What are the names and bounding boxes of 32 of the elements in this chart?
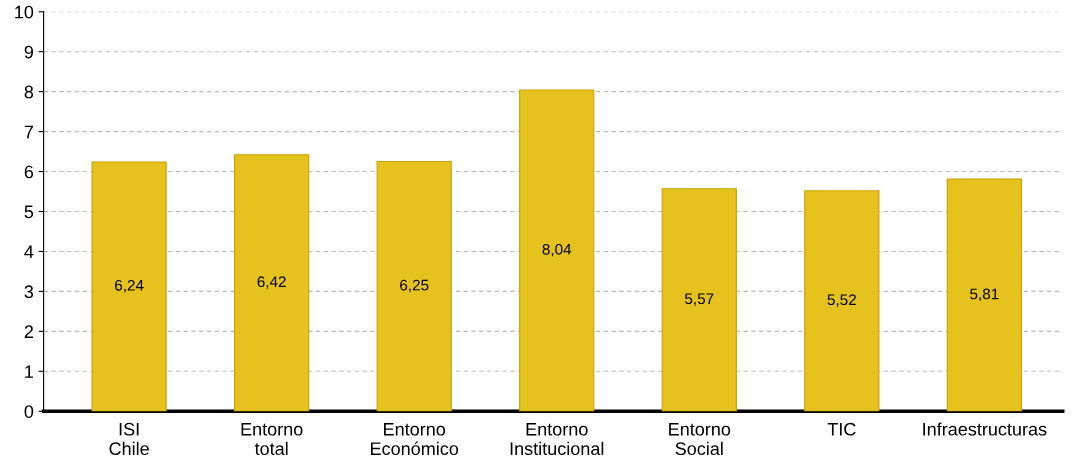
bar [91,161,167,412]
data-label: 6,42 [257,276,286,289]
data-label: 6,24 [115,279,144,293]
bar [376,161,452,412]
x-tick-label: Entorno total [241,423,303,456]
y-tick-label: 6 [24,165,34,179]
y-tick-label: 5 [24,205,34,219]
bar [519,89,595,412]
x-tick-label: TIC [827,422,856,436]
data-label: 6,25 [400,279,429,293]
y-tick-label: 0 [24,405,34,418]
y-tick-label: 8 [24,85,34,99]
bar [946,178,1022,412]
data-label: 5,52 [827,294,856,307]
y-tick-label: 3 [24,285,34,299]
y-tick-label: 9 [24,45,34,59]
x-tick-label: ISI Chile [109,422,149,456]
y-tick-label: 10 [15,5,34,19]
data-label: 5,81 [970,288,999,302]
x-tick-label: Infraestructuras [923,422,1047,436]
x-tick-label: Entorno Económico [371,423,459,456]
bar [234,154,310,412]
x-tick-label: Entorno Social [669,423,731,456]
bar [661,188,737,412]
y-tick-label: 1 [25,365,33,378]
data-label: 8,04 [542,243,572,257]
bar [804,190,880,412]
x-tick-label: Entorno Institucional [510,423,604,456]
y-tick-label: 4 [24,245,34,258]
y-tick-label: 7 [24,125,33,139]
y-tick-label: 2 [24,325,33,338]
data-label: 5,57 [685,293,714,306]
